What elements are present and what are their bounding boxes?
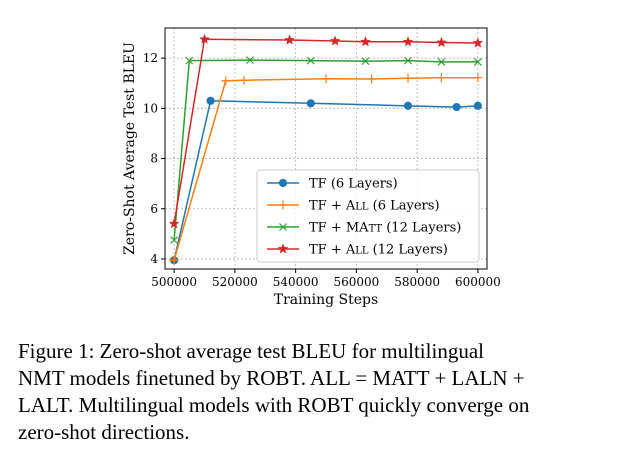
x-tick-label: 540000	[273, 275, 319, 289]
legend-swatch-marker	[279, 223, 287, 231]
data-point	[367, 74, 377, 84]
legend-label: TF + MATT (12 Layers)	[309, 221, 461, 236]
data-point	[402, 36, 414, 47]
legend-entry: TF + ALL (6 Layers)	[267, 199, 440, 214]
line-chart: 4 6 8 10 12 500000 520000 540000 560000 580000 600…	[122, 27, 501, 308]
data-point	[284, 34, 295, 45]
data-point	[185, 56, 194, 65]
axis-ticks: 4 6 8 10 12 500000 520000 540000 560000 580000 600…	[143, 51, 501, 289]
caption-line: Figure 1: Zero-shot average test BLEU fo…	[18, 339, 484, 363]
legend: TF (6 Layers) TF + ALL (6 Layers) TF + MAT…	[256, 169, 480, 263]
data-point	[168, 218, 180, 229]
x-axis-label: Training Steps	[274, 292, 378, 308]
x-tick-label: 500000	[151, 275, 197, 289]
data-point	[452, 102, 461, 112]
y-tick-label: 8	[150, 152, 158, 166]
data-point	[403, 101, 413, 110]
legend-entry: TF + MATT (12 Layers)	[267, 221, 461, 236]
data-point	[404, 56, 412, 65]
data-point	[306, 56, 315, 65]
data-point	[473, 57, 482, 66]
legend-box	[256, 169, 480, 263]
data-point	[169, 255, 179, 265]
series-layer	[168, 33, 484, 265]
legend-swatch-marker	[278, 200, 288, 210]
x-tick-label: 520000	[212, 275, 258, 289]
y-tick-label: 12	[143, 51, 158, 65]
legend-swatch-marker	[277, 243, 289, 254]
chart: 4 6 8 10 12 500000 520000 540000 560000 580000 600…	[122, 27, 501, 308]
data-point	[437, 57, 446, 66]
data-point	[360, 36, 371, 47]
series-line	[173, 38, 478, 224]
x-tick-label: 560000	[333, 275, 379, 289]
data-point	[306, 99, 315, 108]
series-3	[170, 56, 482, 245]
y-axis-label: Zero-Shot Average Test BLEU	[122, 42, 138, 255]
data-point	[436, 73, 446, 83]
data-point	[403, 73, 413, 83]
data-point	[221, 76, 231, 86]
data-point	[170, 236, 179, 245]
legend-label: TF (6 Layers)	[309, 177, 398, 192]
caption-line: LALT. Multilingual models with ROBT quic…	[18, 393, 530, 417]
y-tick-label: 4	[150, 252, 158, 266]
caption-line: NMT models finetuned by ROBT. ALL = MATT…	[18, 366, 525, 390]
data-point	[473, 73, 483, 83]
series-4	[168, 33, 484, 229]
series-2	[169, 73, 483, 265]
plot-frame	[164, 27, 488, 270]
data-point	[239, 75, 249, 85]
data-point	[246, 56, 254, 65]
legend-label: TF + ALL (6 Layers)	[309, 199, 440, 214]
data-point	[199, 33, 210, 44]
legend-label: TF + ALL (12 Layers)	[309, 243, 448, 258]
data-point	[473, 101, 482, 110]
y-tick-label: 10	[143, 101, 158, 115]
data-point	[436, 36, 447, 48]
legend-swatch-marker	[278, 178, 288, 188]
data-point	[206, 96, 215, 105]
data-point	[472, 37, 484, 48]
caption-line: zero-shot directions.	[18, 420, 190, 444]
y-tick-label: 6	[150, 202, 158, 216]
legend-entry: TF (6 Layers)	[267, 177, 398, 192]
series-line	[173, 59, 478, 241]
data-point	[361, 57, 370, 66]
figure-caption: Figure 1: Zero-shot average test BLEU fo…	[18, 338, 608, 446]
x-tick-label: 600000	[455, 275, 501, 289]
data-point	[321, 74, 331, 84]
x-tick-label: 580000	[394, 275, 440, 289]
legend-entry: TF + ALL (12 Layers)	[267, 243, 448, 258]
data-point	[329, 35, 341, 46]
